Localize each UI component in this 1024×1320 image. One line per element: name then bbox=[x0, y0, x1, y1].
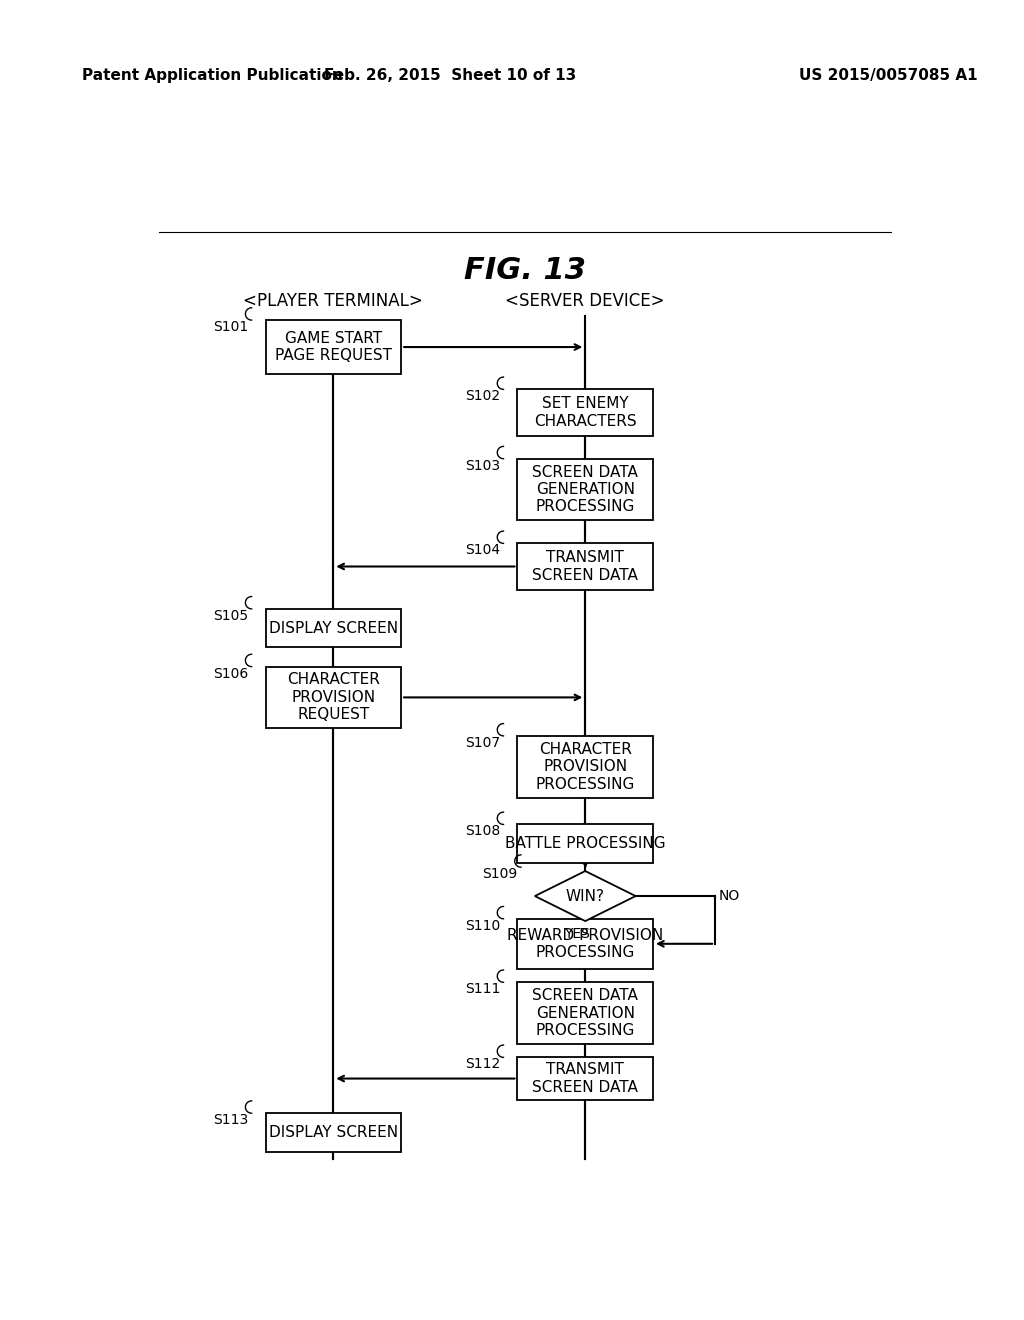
Text: <PLAYER TERMINAL>: <PLAYER TERMINAL> bbox=[244, 292, 423, 310]
Text: YES: YES bbox=[564, 927, 591, 941]
FancyBboxPatch shape bbox=[517, 459, 653, 520]
Text: S104: S104 bbox=[465, 544, 501, 557]
Text: CHARACTER
PROVISION
REQUEST: CHARACTER PROVISION REQUEST bbox=[287, 672, 380, 722]
Text: S112: S112 bbox=[465, 1057, 501, 1072]
FancyBboxPatch shape bbox=[517, 982, 653, 1044]
FancyBboxPatch shape bbox=[517, 919, 653, 969]
Text: S110: S110 bbox=[465, 919, 501, 933]
Text: NO: NO bbox=[719, 890, 740, 903]
Text: S102: S102 bbox=[465, 389, 501, 404]
Text: S103: S103 bbox=[465, 459, 501, 473]
Text: S113: S113 bbox=[213, 1113, 249, 1127]
Text: GAME START
PAGE REQUEST: GAME START PAGE REQUEST bbox=[274, 331, 392, 363]
FancyBboxPatch shape bbox=[517, 825, 653, 863]
Text: BATTLE PROCESSING: BATTLE PROCESSING bbox=[505, 836, 666, 851]
FancyBboxPatch shape bbox=[517, 389, 653, 436]
Text: S106: S106 bbox=[213, 667, 249, 681]
Text: <SERVER DEVICE>: <SERVER DEVICE> bbox=[506, 292, 665, 310]
Text: S111: S111 bbox=[465, 982, 501, 997]
Text: SCREEN DATA
GENERATION
PROCESSING: SCREEN DATA GENERATION PROCESSING bbox=[532, 465, 638, 515]
Text: TRANSMIT
SCREEN DATA: TRANSMIT SCREEN DATA bbox=[532, 550, 638, 582]
Text: FIG. 13: FIG. 13 bbox=[464, 256, 586, 285]
FancyBboxPatch shape bbox=[517, 737, 653, 797]
Text: S107: S107 bbox=[465, 737, 501, 750]
Text: S101: S101 bbox=[213, 321, 249, 334]
Text: WIN?: WIN? bbox=[565, 888, 605, 904]
Text: REWARD PROVISION
PROCESSING: REWARD PROVISION PROCESSING bbox=[507, 928, 664, 960]
FancyBboxPatch shape bbox=[265, 609, 401, 647]
FancyBboxPatch shape bbox=[265, 321, 401, 374]
Text: SET ENEMY
CHARACTERS: SET ENEMY CHARACTERS bbox=[534, 396, 637, 429]
Text: TRANSMIT
SCREEN DATA: TRANSMIT SCREEN DATA bbox=[532, 1063, 638, 1094]
Text: S105: S105 bbox=[213, 609, 249, 623]
FancyBboxPatch shape bbox=[517, 544, 653, 590]
FancyBboxPatch shape bbox=[265, 1113, 401, 1151]
FancyBboxPatch shape bbox=[265, 667, 401, 729]
Text: SCREEN DATA
GENERATION
PROCESSING: SCREEN DATA GENERATION PROCESSING bbox=[532, 989, 638, 1038]
Text: CHARACTER
PROVISION
PROCESSING: CHARACTER PROVISION PROCESSING bbox=[536, 742, 635, 792]
Text: DISPLAY SCREEN: DISPLAY SCREEN bbox=[269, 620, 398, 636]
FancyBboxPatch shape bbox=[517, 1057, 653, 1100]
Text: US 2015/0057085 A1: US 2015/0057085 A1 bbox=[799, 69, 977, 83]
Polygon shape bbox=[535, 871, 636, 921]
Text: S109: S109 bbox=[482, 867, 518, 882]
Text: DISPLAY SCREEN: DISPLAY SCREEN bbox=[269, 1125, 398, 1140]
Text: Feb. 26, 2015  Sheet 10 of 13: Feb. 26, 2015 Sheet 10 of 13 bbox=[325, 69, 577, 83]
Text: S108: S108 bbox=[465, 825, 501, 838]
Text: Patent Application Publication: Patent Application Publication bbox=[82, 69, 343, 83]
